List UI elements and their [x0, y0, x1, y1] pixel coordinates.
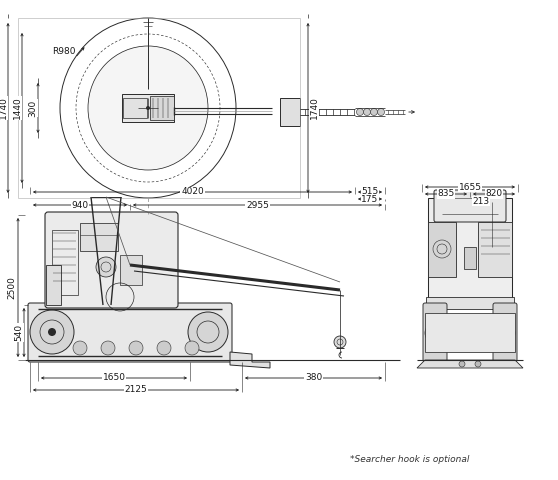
Text: R980: R980 [52, 48, 75, 57]
Text: 820: 820 [485, 190, 503, 199]
Circle shape [495, 323, 515, 343]
Bar [478, 222, 512, 277]
Bar [425, 313, 515, 352]
Text: 515: 515 [362, 188, 379, 196]
Circle shape [185, 341, 199, 355]
Text: 2125: 2125 [124, 385, 147, 395]
Text: 300: 300 [28, 99, 37, 117]
Text: 4020: 4020 [181, 188, 204, 196]
Circle shape [459, 361, 465, 367]
FancyBboxPatch shape [45, 212, 178, 308]
FancyBboxPatch shape [28, 303, 232, 362]
Polygon shape [417, 360, 523, 368]
Bar [426, 297, 514, 309]
Polygon shape [230, 352, 270, 368]
Circle shape [371, 108, 378, 116]
Text: 175: 175 [362, 194, 379, 204]
Text: 213: 213 [473, 196, 489, 205]
Text: 1740: 1740 [310, 96, 319, 120]
Bar [52, 230, 78, 295]
Bar [46, 265, 61, 305]
Text: 1440: 1440 [12, 96, 22, 120]
Text: 540: 540 [15, 324, 23, 341]
Circle shape [425, 323, 445, 343]
Circle shape [378, 108, 384, 116]
Circle shape [73, 341, 87, 355]
Bar [428, 198, 512, 307]
Bar [428, 222, 456, 277]
Circle shape [146, 106, 150, 110]
Circle shape [475, 361, 481, 367]
Text: 1740: 1740 [0, 96, 7, 120]
FancyBboxPatch shape [423, 303, 447, 362]
Text: 2955: 2955 [246, 201, 269, 209]
Bar [80, 223, 118, 251]
Bar [280, 98, 300, 126]
Text: 380: 380 [305, 373, 322, 383]
Circle shape [48, 328, 56, 336]
Bar [120, 255, 142, 285]
FancyBboxPatch shape [493, 303, 517, 362]
Circle shape [129, 341, 143, 355]
Circle shape [334, 336, 346, 348]
Circle shape [125, 260, 135, 270]
Circle shape [30, 310, 74, 354]
Text: 1655: 1655 [459, 182, 482, 192]
Text: 2500: 2500 [7, 276, 17, 299]
Ellipse shape [88, 46, 208, 170]
Text: *Searcher hook is optional: *Searcher hook is optional [350, 456, 469, 465]
FancyBboxPatch shape [434, 190, 506, 222]
Circle shape [101, 341, 115, 355]
Bar [123, 98, 147, 118]
Bar [464, 247, 476, 269]
Text: 940: 940 [71, 201, 89, 209]
Circle shape [363, 108, 371, 116]
Text: 835: 835 [437, 190, 455, 199]
Circle shape [157, 341, 171, 355]
Text: 1650: 1650 [103, 373, 126, 383]
Circle shape [188, 312, 228, 352]
Circle shape [96, 257, 116, 277]
Circle shape [357, 108, 363, 116]
Bar [150, 96, 174, 120]
Bar [122, 94, 174, 122]
